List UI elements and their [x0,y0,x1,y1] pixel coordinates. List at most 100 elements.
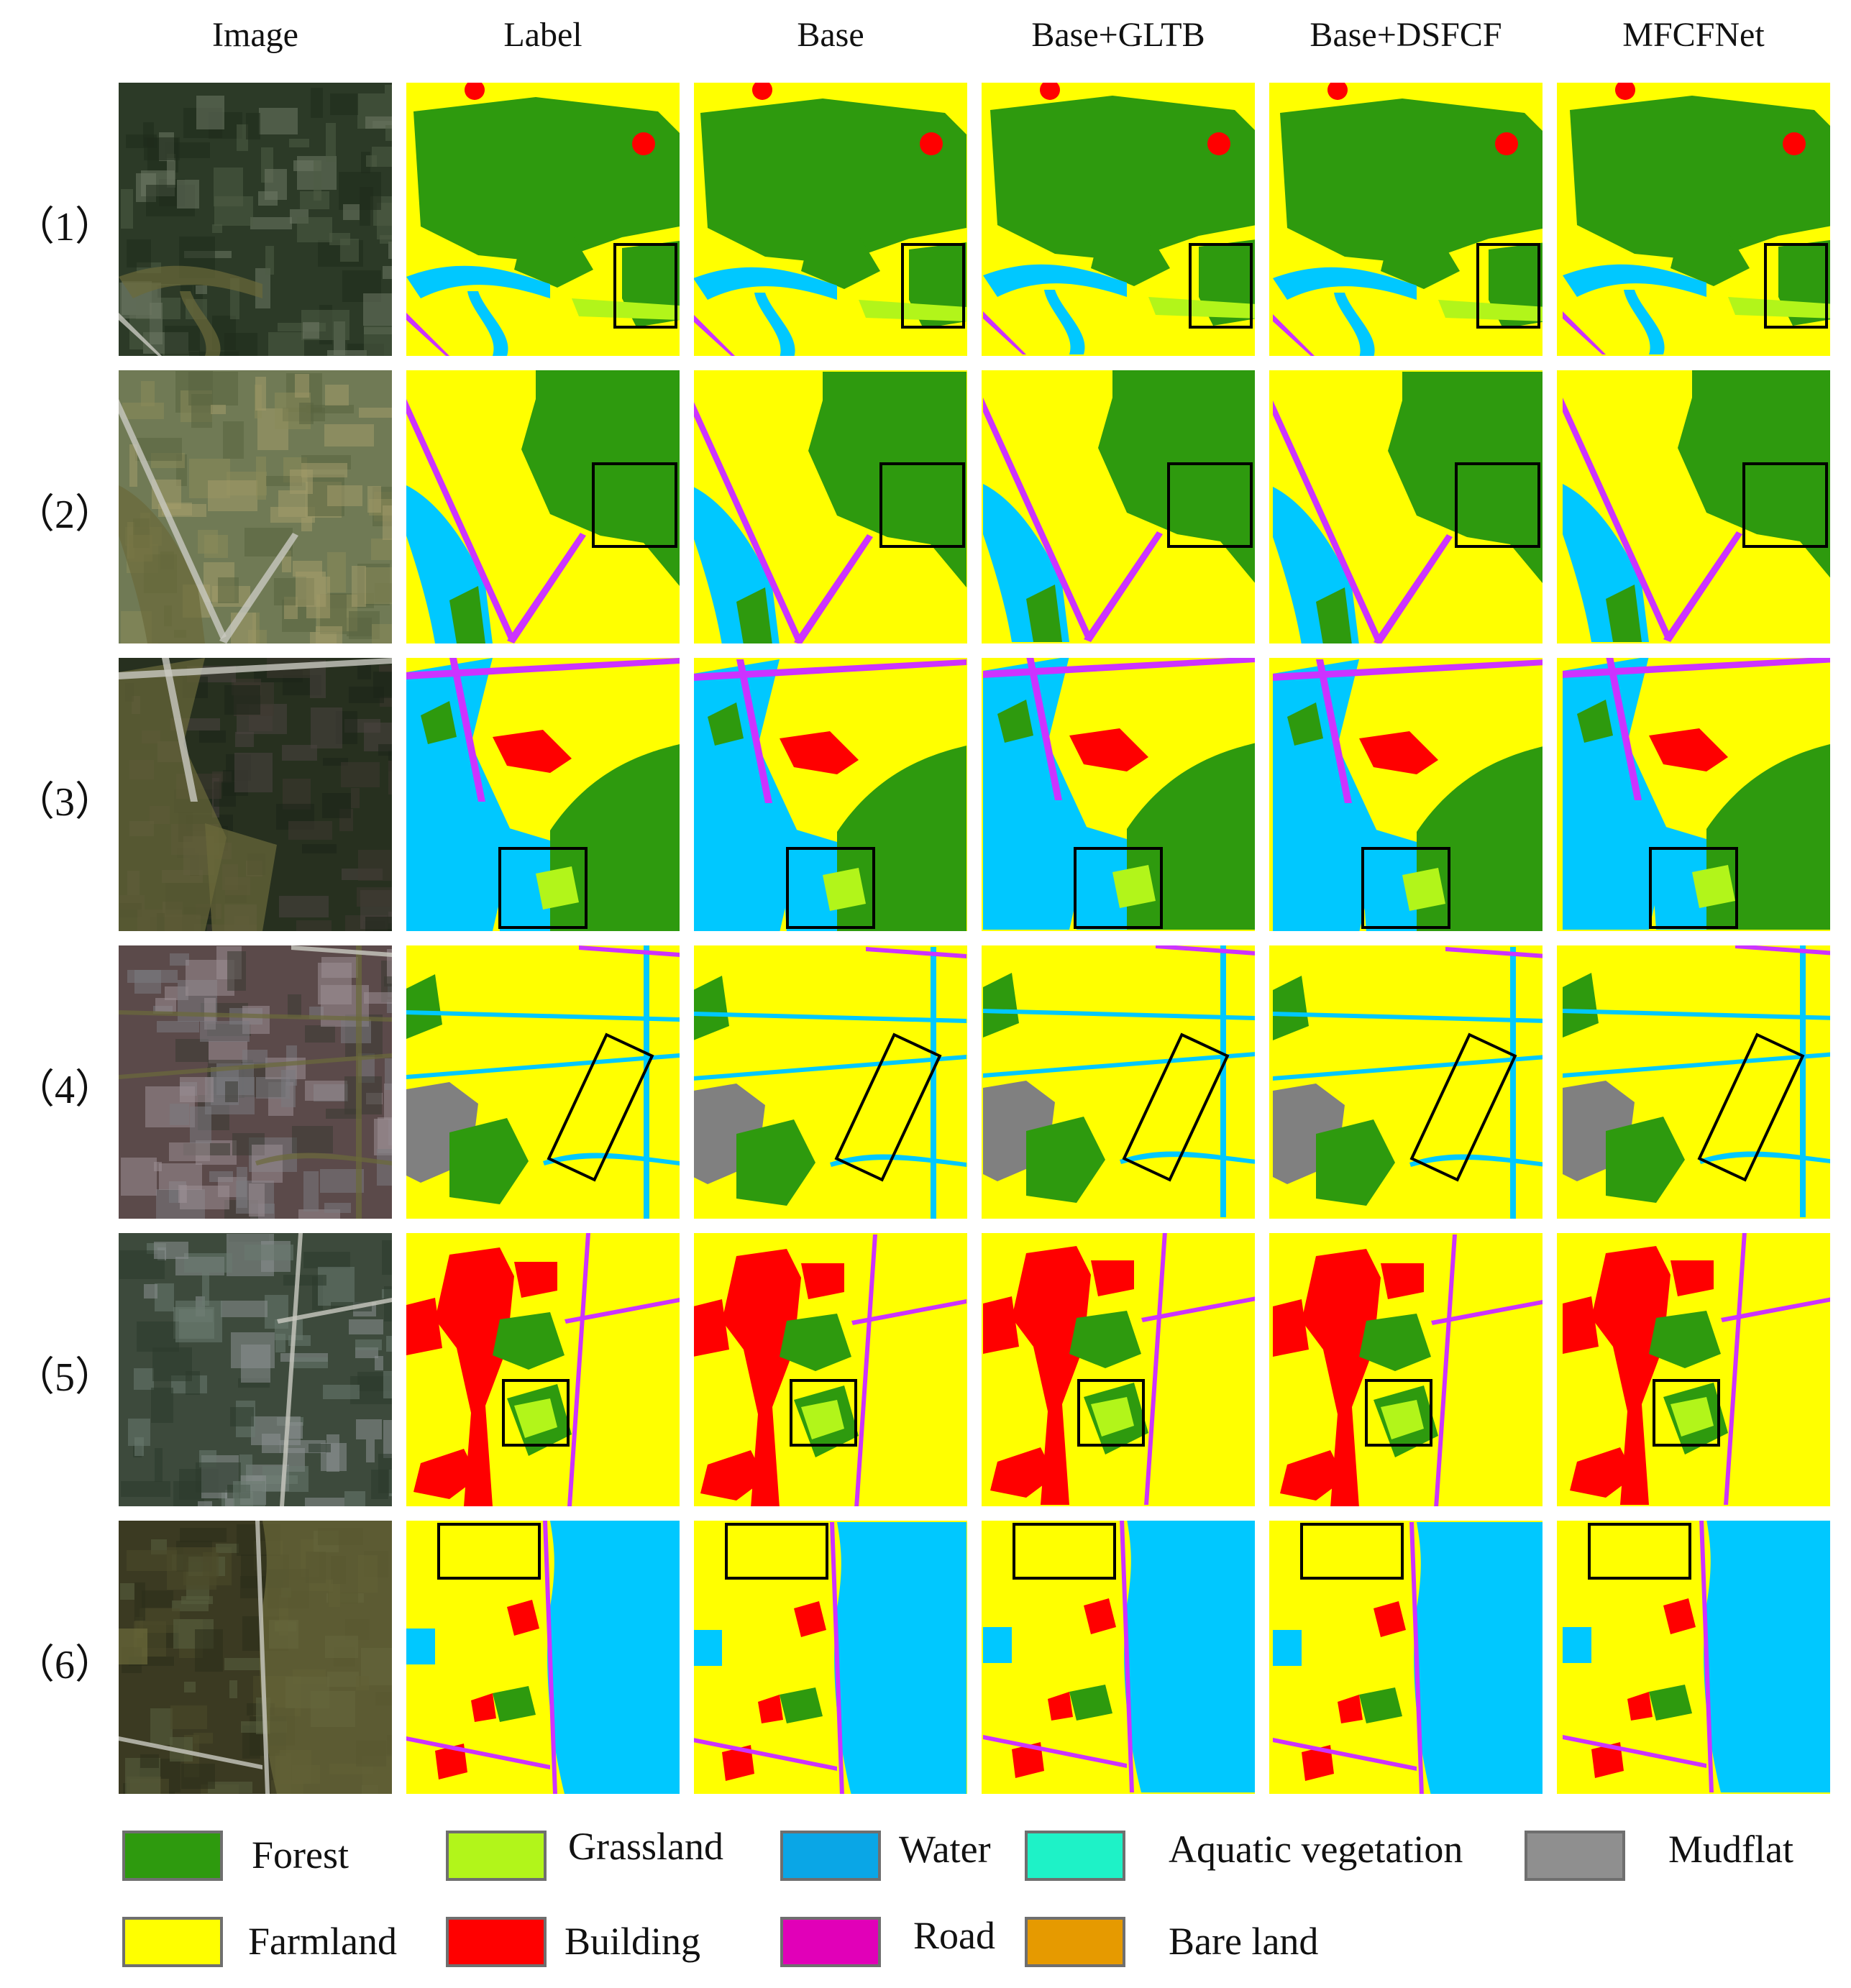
panel-row3-mfcfnet [1557,658,1830,931]
highlight-box [1476,243,1540,329]
panel-svg [119,83,392,356]
panel-svg [982,945,1255,1219]
panel-row2-base-dsfcf [1269,370,1542,643]
panel-row2-label [406,370,680,643]
panel-row2-image [119,370,392,643]
highlight-box [790,1379,857,1447]
column-header-base-gltb: Base+GLTB [1031,16,1205,54]
highlight-box [1189,243,1253,329]
panel-row3-base [694,658,967,931]
panel-row6-mfcfnet [1557,1521,1830,1794]
panel-svg [119,658,392,931]
panel-row4-base-gltb [982,945,1255,1219]
legend-swatch-grassland [446,1831,547,1881]
panel-row1-label [406,83,680,356]
highlight-box [1697,1032,1805,1182]
panel-row5-base-dsfcf [1269,1233,1542,1506]
highlight-box [786,847,875,929]
legend-label-farmland: Farmland [248,1920,397,1963]
panel-svg [694,1233,967,1506]
panel-svg [406,658,680,931]
panel-row4-base [694,945,967,1219]
panel-svg [119,1521,392,1794]
column-header-mfcfnet: MFCFNet [1622,16,1765,54]
highlight-box [437,1523,541,1580]
panel-row2-base [694,370,967,643]
highlight-box [1455,462,1540,548]
panel-row1-base-dsfcf [1269,83,1542,356]
legend-label-road: Road [913,1914,995,1957]
highlight-box [613,243,677,329]
panel-row3-base-gltb [982,658,1255,931]
legend-label-grassland: Grassland [568,1825,723,1868]
highlight-box [1649,847,1738,929]
row-label-6: （6） [14,1643,115,1687]
legend-label-building: Building [565,1920,701,1963]
highlight-box [1361,847,1450,929]
panel-svg [1269,370,1542,643]
panel-row6-base [694,1521,967,1794]
highlight-box [834,1032,942,1182]
panel-row3-image [119,658,392,931]
panel-svg [119,370,392,643]
panel-svg [1557,1233,1830,1506]
panel-row3-label [406,658,680,931]
panel-row1-base [694,83,967,356]
panel-svg [119,945,392,1219]
legend-label-bare-land: Bare land [1169,1920,1319,1963]
panel-row1-base-gltb [982,83,1255,356]
highlight-box [1588,1523,1691,1580]
panel-svg [1557,658,1830,931]
panel-svg [406,1233,680,1506]
highlight-box [1365,1379,1432,1447]
legend-swatch-aquatic-vegetation [1025,1831,1125,1881]
highlight-box [502,1379,570,1447]
panel-row5-image [119,1233,392,1506]
panel-row3-base-dsfcf [1269,658,1542,931]
highlight-box [547,1032,654,1182]
legend-swatch-farmland [122,1917,223,1967]
highlight-box [1077,1379,1145,1447]
panel-svg [119,1233,392,1506]
panel-svg [982,370,1255,643]
highlight-box [592,462,677,548]
legend-swatch-building [446,1917,547,1967]
legend-swatch-bare-land [1025,1917,1125,1967]
panel-row6-base-gltb [982,1521,1255,1794]
panel-row2-base-gltb [982,370,1255,643]
panel-svg [694,945,967,1219]
legend-label-forest: Forest [252,1833,349,1877]
row-label-3: （3） [14,780,115,825]
highlight-box [725,1523,828,1580]
legend-label-water: Water [899,1828,991,1871]
legend-label-aquatic-vegetation: Aquatic vegetation [1169,1828,1463,1871]
panel-svg [982,658,1255,931]
panel-row2-mfcfnet [1557,370,1830,643]
highlight-box [498,847,588,929]
panel-svg [406,1521,680,1794]
highlight-box [1074,847,1163,929]
panel-row6-base-dsfcf [1269,1521,1542,1794]
panel-row4-mfcfnet [1557,945,1830,1219]
legend-label-mudflat: Mudflat [1668,1828,1793,1871]
panel-svg [694,1521,967,1794]
panel-row6-image [119,1521,392,1794]
panel-svg [1269,1233,1542,1506]
panel-svg [982,1521,1255,1794]
panel-svg [1269,83,1542,356]
highlight-box [879,462,965,548]
highlight-box [1300,1523,1404,1580]
panel-row5-label [406,1233,680,1506]
panel-row1-image [119,83,392,356]
highlight-box [1013,1523,1116,1580]
panel-svg [1557,1521,1830,1794]
highlight-box [1764,243,1828,329]
highlight-box [901,243,965,329]
column-header-base-dsfcf: Base+DSFCF [1310,16,1502,54]
panel-svg [1269,945,1542,1219]
highlight-box [1122,1032,1230,1182]
highlight-box [1742,462,1828,548]
panel-svg [694,370,967,643]
panel-svg [406,83,680,356]
highlight-box [1653,1379,1720,1447]
